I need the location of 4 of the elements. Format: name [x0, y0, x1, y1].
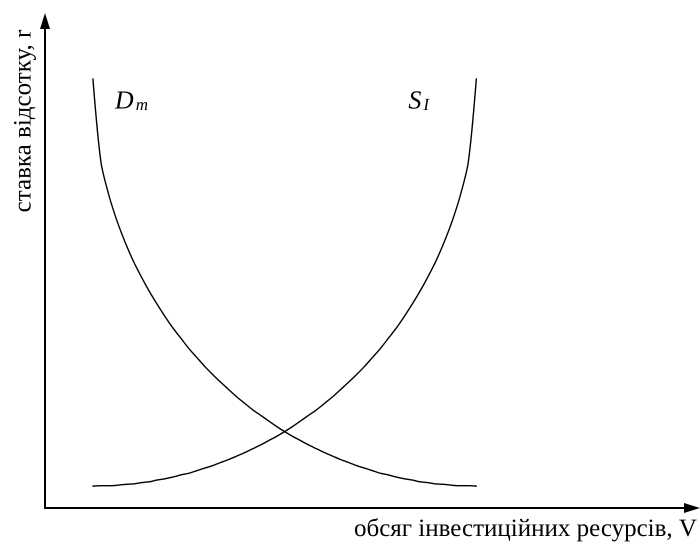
series-label: SI — [408, 85, 430, 114]
x-axis-title: обсяг інвестиційних ресурсів, V — [354, 515, 697, 542]
y-axis-title: ставка відсотку, r — [10, 29, 36, 212]
series-label: Dm — [114, 85, 148, 114]
